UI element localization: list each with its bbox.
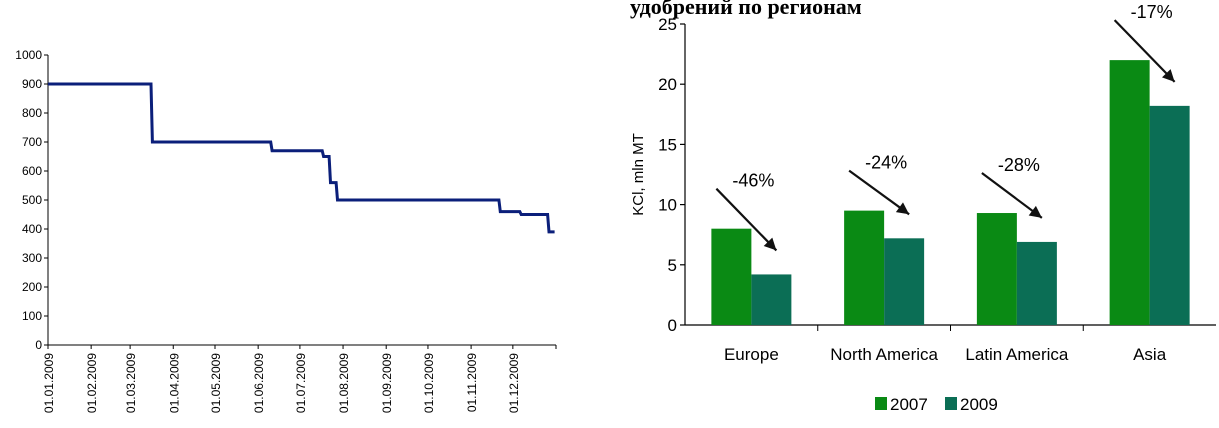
y-tick-label: 200: [22, 280, 42, 294]
bar-2009: [1149, 105, 1190, 325]
y-tick-label: 400: [22, 222, 42, 236]
x-tick-label: 01.08.2009: [337, 353, 351, 413]
annotation-arrow-line: [1113, 19, 1176, 83]
bar-2007: [711, 228, 752, 325]
x-tick-label: Europe: [724, 345, 779, 364]
price-series-line: [48, 82, 555, 234]
y-tick-label: 5: [668, 256, 677, 275]
y-tick-label: 15: [658, 135, 677, 154]
y-tick-label: 700: [22, 135, 42, 149]
legend-swatch-2007: [875, 397, 887, 410]
x-tick-label: 01.04.2009: [167, 353, 181, 413]
y-tick-label: 500: [22, 193, 42, 207]
y-tick-label: 20: [658, 75, 677, 94]
x-tick-label: Latin America: [965, 345, 1069, 364]
x-tick-label: 01.05.2009: [209, 353, 223, 413]
x-tick-label: 01.11.2009: [465, 353, 479, 412]
y-tick-label: 300: [22, 251, 42, 265]
annotation-label: -46%: [732, 171, 774, 191]
annotation-label: -17%: [1131, 2, 1173, 22]
chart-title: удобрений по регионам: [630, 0, 862, 19]
annotation-label: -24%: [865, 153, 907, 173]
legend-label-2007: 2007: [890, 395, 928, 414]
x-tick-label: Asia: [1133, 345, 1167, 364]
annotation-arrow-head: [895, 202, 910, 215]
x-tick-label: 01.01.2009: [42, 353, 56, 413]
annotation-arrow-head: [763, 237, 777, 251]
bar-2007: [1109, 60, 1150, 326]
x-tick-label: North America: [830, 345, 938, 364]
annotation-arrow-line: [981, 172, 1043, 219]
annotation-arrow-head: [1162, 69, 1175, 82]
bar-2007: [976, 213, 1017, 325]
y-tick-label: 0: [668, 316, 677, 335]
y-tick-label: 600: [22, 164, 42, 178]
annotation-label: -28%: [998, 155, 1040, 175]
y-tick-label: 25: [658, 15, 677, 34]
kcl-bar-chart: удобрений по регионам 0 5 10 15 20 25 KCl, mln …: [630, 0, 1216, 414]
y-tick-label: 800: [22, 106, 42, 120]
y-tick-label: 1000: [15, 48, 42, 62]
annotation-arrow-line: [848, 169, 910, 216]
y-tick-label: 10: [658, 196, 677, 215]
legend-label-2009: 2009: [960, 395, 998, 414]
y-axis-label: KCl, mln MT: [630, 133, 647, 216]
annotation-arrow-line: [715, 187, 778, 252]
y-tick-label: 100: [22, 309, 42, 323]
bar-2009: [884, 238, 925, 325]
y-tick-label: 900: [22, 77, 42, 91]
price-line-chart: 0 100 200 300 400 500 600 700 800 900 1000 01.01.20…: [15, 48, 557, 413]
legend-swatch-2009: [945, 397, 957, 410]
y-tick-label: 0: [35, 338, 42, 352]
bar-2007: [844, 210, 885, 325]
x-tick-label: 01.12.2009: [507, 353, 521, 413]
x-tick-label: 01.03.2009: [124, 353, 138, 413]
bar-2009: [1016, 241, 1057, 325]
x-tick-label: 01.07.2009: [294, 353, 308, 413]
x-tick-label: 01.06.2009: [252, 353, 266, 413]
x-tick-label: 01.02.2009: [85, 353, 99, 413]
annotation-arrow-head: [1028, 205, 1042, 218]
x-tick-label: 01.09.2009: [380, 353, 394, 413]
bar-2009: [751, 274, 792, 325]
x-tick-label: 01.10.2009: [422, 353, 436, 413]
